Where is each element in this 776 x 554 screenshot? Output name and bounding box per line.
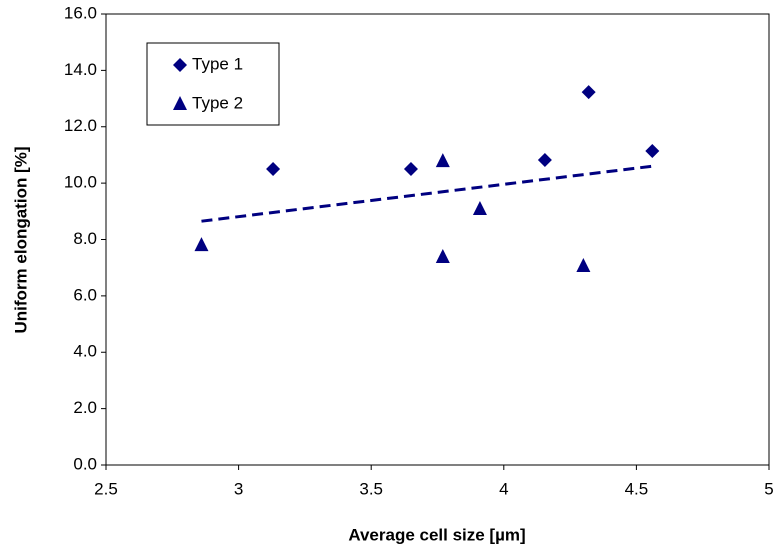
legend-marker [173,58,187,72]
point [472,201,487,216]
point [537,153,552,168]
point [403,162,418,177]
y-tick-label: 16.0 [64,3,97,22]
point [194,237,209,252]
point [581,85,596,100]
trendline [201,164,653,223]
x-tick-label: 4.5 [625,479,649,498]
point [576,257,591,272]
legend-label: Type 2 [192,93,243,112]
y-tick-label: 2.0 [73,398,97,417]
legend-box [146,42,280,126]
x-tick-label: 2.5 [94,479,118,498]
legend-marker [173,96,187,110]
point [645,143,660,158]
y-tick-label: 0.0 [73,454,97,473]
y-tick-label: 6.0 [73,285,97,304]
x-tick-label: 4 [499,479,508,498]
x-axis-title: Average cell size [µm] [348,525,525,544]
y-tick-label: 12.0 [64,116,97,135]
point [435,153,450,168]
legend-label: Type 1 [192,54,243,73]
y-tick-label: 8.0 [73,229,97,248]
x-tick-label: 3.5 [359,479,383,498]
x-tick-label: 5 [764,479,773,498]
y-axis-title: Uniform elongation [%] [11,147,30,334]
y-tick-label: 10.0 [64,173,97,192]
point [266,162,281,177]
y-tick-label: 4.0 [73,342,97,361]
x-tick-label: 3 [234,479,243,498]
y-tick-label: 14.0 [64,60,97,79]
point [435,248,450,263]
